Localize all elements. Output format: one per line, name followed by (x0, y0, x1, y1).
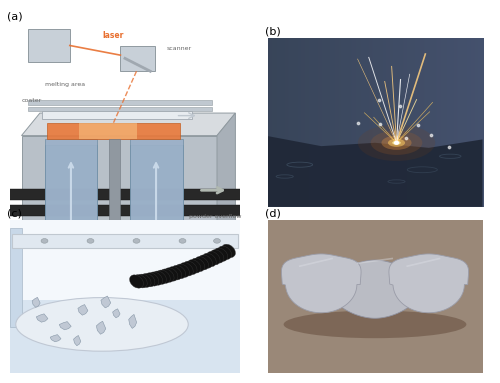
Ellipse shape (16, 298, 188, 351)
Ellipse shape (187, 260, 201, 273)
Text: (a): (a) (8, 11, 23, 21)
Polygon shape (32, 297, 40, 307)
Ellipse shape (133, 239, 140, 243)
Point (375, 97, 383, 103)
Bar (150, 255, 166, 335)
Text: melting area: melting area (44, 82, 84, 87)
Polygon shape (112, 309, 120, 318)
Point (376, 121, 384, 127)
Polygon shape (22, 113, 236, 136)
Text: coater: coater (22, 98, 42, 103)
Polygon shape (74, 336, 81, 346)
Ellipse shape (214, 248, 228, 261)
Polygon shape (22, 136, 217, 248)
Polygon shape (36, 314, 48, 322)
Ellipse shape (370, 131, 422, 155)
Polygon shape (130, 139, 182, 245)
Polygon shape (330, 260, 420, 318)
Point (427, 132, 435, 138)
Text: (c): (c) (8, 208, 22, 218)
Polygon shape (101, 296, 110, 308)
Bar (63, 255, 79, 335)
Ellipse shape (206, 252, 220, 265)
Text: powder overflow: powder overflow (190, 213, 242, 219)
Text: laser: laser (103, 31, 124, 40)
Polygon shape (50, 335, 61, 342)
Point (446, 144, 454, 151)
Ellipse shape (137, 274, 151, 287)
Bar (10, 300, 240, 373)
Ellipse shape (87, 239, 94, 243)
Ellipse shape (210, 250, 224, 263)
Ellipse shape (180, 263, 194, 276)
Point (354, 120, 362, 126)
Bar (42, 111, 192, 119)
Ellipse shape (141, 273, 155, 287)
Bar (10, 220, 240, 304)
Ellipse shape (168, 267, 182, 280)
Text: (b): (b) (265, 26, 281, 36)
Ellipse shape (198, 255, 212, 268)
Polygon shape (60, 322, 71, 330)
Ellipse shape (130, 275, 143, 288)
Bar (28, 29, 70, 62)
Bar (120, 46, 155, 71)
Polygon shape (130, 145, 182, 264)
Ellipse shape (214, 239, 220, 243)
Ellipse shape (222, 244, 235, 257)
Ellipse shape (394, 141, 399, 145)
Ellipse shape (148, 272, 162, 285)
Ellipse shape (191, 258, 205, 272)
Text: (d): (d) (265, 208, 281, 218)
Bar (6, 205, 244, 216)
Ellipse shape (218, 246, 232, 259)
Ellipse shape (152, 271, 166, 284)
Polygon shape (282, 254, 361, 313)
Ellipse shape (145, 273, 159, 286)
Ellipse shape (388, 139, 405, 147)
Polygon shape (78, 304, 88, 315)
Point (402, 134, 410, 141)
Ellipse shape (41, 239, 48, 243)
Text: scanner: scanner (166, 46, 192, 51)
Polygon shape (44, 145, 98, 264)
Bar (12, 234, 237, 248)
Ellipse shape (382, 136, 412, 150)
Text: powder supply: powder supply (17, 303, 76, 309)
Ellipse shape (134, 275, 147, 288)
Bar (10, 228, 22, 327)
Bar (109, 139, 120, 245)
Ellipse shape (358, 124, 435, 161)
Point (414, 122, 422, 128)
Ellipse shape (179, 239, 186, 243)
Ellipse shape (164, 268, 178, 281)
Ellipse shape (392, 141, 401, 145)
Polygon shape (96, 321, 106, 334)
Ellipse shape (183, 261, 197, 275)
Bar (28, 100, 212, 105)
Ellipse shape (172, 265, 185, 279)
Polygon shape (128, 314, 136, 328)
Polygon shape (44, 139, 98, 245)
Polygon shape (79, 123, 136, 139)
Polygon shape (47, 123, 180, 139)
Polygon shape (268, 136, 482, 207)
Ellipse shape (284, 311, 467, 338)
Ellipse shape (156, 270, 170, 283)
Ellipse shape (202, 253, 216, 267)
Bar (28, 106, 212, 111)
Polygon shape (217, 113, 236, 248)
Ellipse shape (160, 269, 174, 282)
Point (396, 103, 404, 109)
Ellipse shape (176, 264, 190, 277)
Bar (6, 189, 244, 200)
Polygon shape (389, 254, 468, 313)
Ellipse shape (194, 257, 208, 270)
